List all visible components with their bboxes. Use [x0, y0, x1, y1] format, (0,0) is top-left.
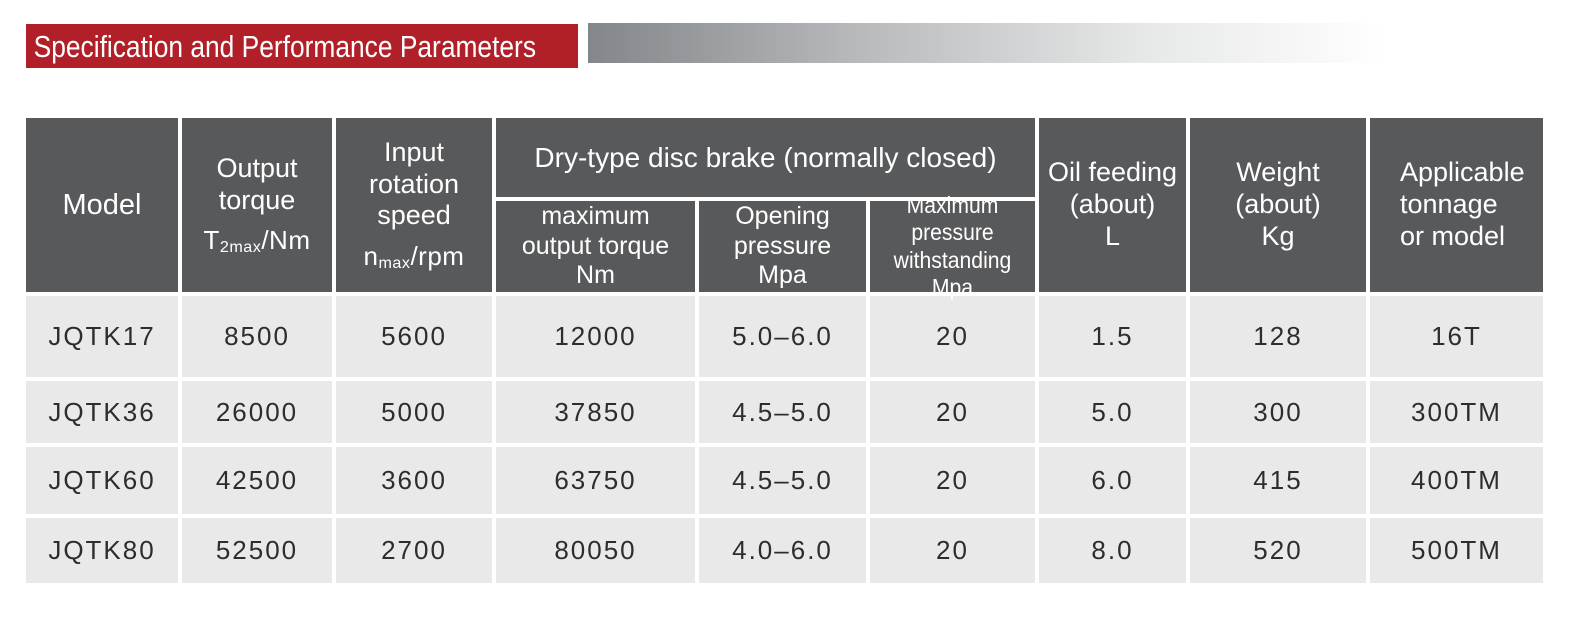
header-line: L — [1104, 220, 1121, 251]
table-cell: 5000 — [336, 381, 492, 443]
header-brake-group: Dry-type disc brake (normally closed) — [496, 118, 1035, 197]
header-line: or model — [1400, 220, 1506, 251]
table-cell: 5600 — [336, 296, 492, 377]
table-cell: 4.0–6.0 — [699, 518, 866, 583]
header-line: (about) — [1069, 189, 1156, 220]
header-line: (about) — [1235, 189, 1321, 220]
table-cell: 400TM — [1370, 447, 1543, 514]
table-cell: 42500 — [182, 447, 332, 514]
table-cell: JQTK36 — [26, 381, 178, 443]
symbol-unit: /Nm — [261, 225, 311, 256]
table-cell: 37850 — [496, 381, 695, 443]
table-cell: 20 — [870, 296, 1035, 377]
header-max-output-torque: maximum output torque Nm — [496, 201, 695, 292]
header-max-pressure-withstanding: Maximum pressure withstanding Mpa — [870, 192, 1035, 300]
header-line: withstanding — [893, 246, 1012, 273]
header-oil-feeding: Oil feeding (about) L — [1039, 118, 1186, 292]
table-cell: 20 — [870, 447, 1035, 514]
header-model: Model — [26, 118, 178, 292]
table-cell: 5.0 — [1039, 381, 1186, 443]
header-line: torque — [218, 184, 296, 215]
table-cell: 12000 — [496, 296, 695, 377]
header-line: Kg — [1261, 220, 1295, 251]
table-cell: 5.0–6.0 — [699, 296, 866, 377]
condensed-text-wrap: Maximum pressure withstanding Mpa — [877, 192, 1029, 301]
table-cell: 63750 — [496, 447, 695, 514]
title-bar: Specification and Performance Parameters — [26, 24, 578, 68]
page-title: Specification and Performance Parameters — [33, 28, 537, 64]
input-speed-symbol: nmax/rpm — [364, 241, 465, 273]
header-line: Mpa — [758, 261, 807, 290]
table-cell: 20 — [870, 381, 1035, 443]
symbol-base: T — [203, 225, 220, 256]
header-line: Mpa — [931, 273, 974, 300]
table-cell: 2700 — [336, 518, 492, 583]
table-cell: 1.5 — [1039, 296, 1186, 377]
table-cell: 4.5–5.0 — [699, 381, 866, 443]
table-cell: 300TM — [1370, 381, 1543, 443]
output-torque-symbol: T2max/Nm — [204, 225, 311, 257]
symbol-base: n — [363, 241, 379, 272]
header-line: Nm — [576, 261, 615, 290]
table-cell: JQTK17 — [26, 296, 178, 377]
header-line: tonnage — [1400, 189, 1498, 220]
header-opening-pressure: Opening pressure Mpa — [699, 201, 866, 292]
table-cell: 520 — [1190, 518, 1366, 583]
header-line: Weight — [1236, 157, 1320, 188]
table-cell: 20 — [870, 518, 1035, 583]
header-line: Maximum pressure — [906, 192, 999, 246]
header-input-speed: Input rotation speed nmax/rpm — [336, 118, 492, 292]
header-line: rotation — [368, 168, 460, 199]
header-line: Opening — [735, 202, 830, 231]
header-line: maximum — [541, 202, 650, 231]
header-line: Oil feeding — [1047, 157, 1178, 188]
spec-table: Model Output torque T2max/Nm Input rotat… — [26, 118, 1543, 583]
symbol-subscript: 2max — [219, 238, 262, 257]
table-cell: 415 — [1190, 447, 1366, 514]
table-cell: 128 — [1190, 296, 1366, 377]
symbol-unit: /rpm — [410, 241, 465, 272]
table-cell: 80050 — [496, 518, 695, 583]
table-cell: 500TM — [1370, 518, 1543, 583]
header-line: Output — [216, 152, 298, 183]
header-line: Applicable — [1400, 157, 1525, 188]
symbol-subscript: max — [378, 254, 411, 273]
header-applicable-tonnage: Applicable tonnage or model — [1370, 118, 1543, 292]
table-cell: JQTK80 — [26, 518, 178, 583]
header-line: speed — [377, 200, 451, 231]
table-cell: 8500 — [182, 296, 332, 377]
table-cell: 4.5–5.0 — [699, 447, 866, 514]
table-cell: 16T — [1370, 296, 1543, 377]
table-cell: 8.0 — [1039, 518, 1186, 583]
table-cell: 6.0 — [1039, 447, 1186, 514]
header-line: pressure — [733, 231, 832, 260]
header-line: Input — [383, 136, 445, 167]
table-cell: 26000 — [182, 381, 332, 443]
decorative-gradient-bar — [588, 23, 1388, 63]
header-output-torque: Output torque T2max/Nm — [182, 118, 332, 292]
header-line: output torque — [521, 231, 670, 260]
table-cell: 52500 — [182, 518, 332, 583]
table-cell: JQTK60 — [26, 447, 178, 514]
table-cell: 3600 — [336, 447, 492, 514]
table-cell: 300 — [1190, 381, 1366, 443]
header-weight: Weight (about) Kg — [1190, 118, 1366, 292]
